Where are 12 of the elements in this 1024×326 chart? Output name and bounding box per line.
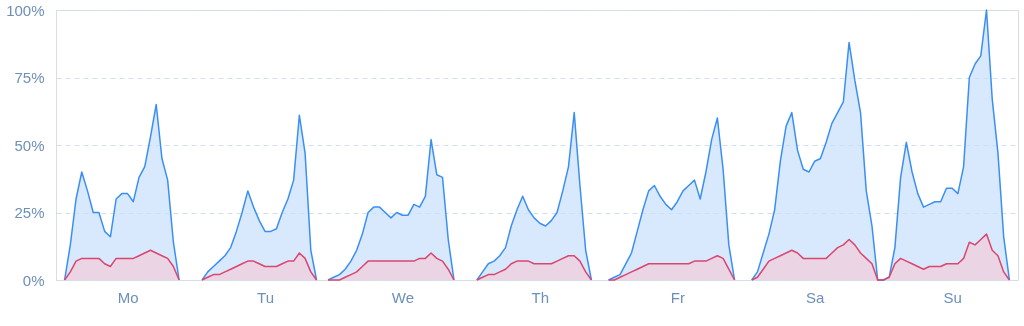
y-tick-label: 75% — [14, 69, 45, 86]
x-tick-label: We — [391, 288, 415, 306]
y-tick-label: 25% — [14, 204, 45, 221]
x-tick-label: Su — [943, 288, 962, 306]
y-tick-label: 100% — [6, 1, 45, 19]
x-tick-label: Mo — [117, 288, 139, 306]
x-tick-label: Th — [531, 288, 550, 306]
x-tick-label: Tu — [257, 288, 274, 306]
y-tick-label: 0% — [22, 271, 45, 289]
x-tick-label: Sa — [806, 288, 826, 306]
y-tick-label: 50% — [14, 136, 45, 154]
x-tick-label: Fr — [670, 288, 685, 306]
